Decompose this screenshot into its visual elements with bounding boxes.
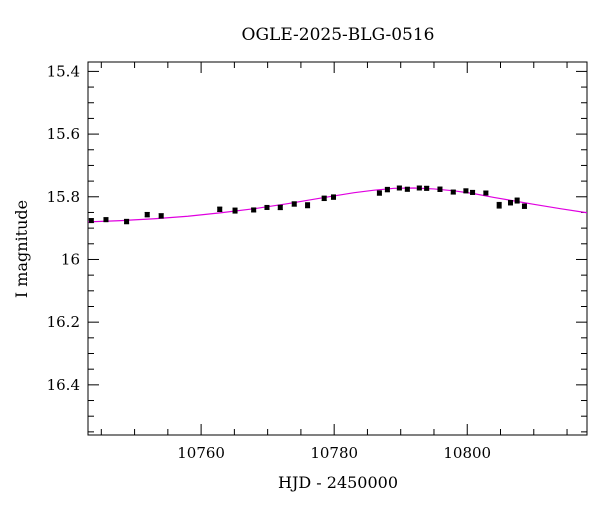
point-marker (305, 202, 311, 208)
point-marker (384, 187, 390, 193)
point-marker (404, 186, 410, 192)
data-point (88, 218, 94, 224)
point-marker (450, 189, 456, 195)
data-point (277, 204, 283, 211)
data-point (521, 203, 527, 209)
data-point (404, 186, 410, 192)
point-marker (514, 198, 520, 204)
y-tick-label: 16 (61, 250, 80, 268)
y-axis-label: I magnitude (12, 200, 31, 298)
point-marker (158, 213, 164, 219)
tick-labels: 10760 10780 10800 15.4 15.6 15.8 16 16.2 16.4 (47, 62, 492, 462)
y-tick-label: 16.2 (47, 313, 80, 331)
point-marker (521, 203, 527, 209)
data-point (251, 207, 257, 213)
data-point (396, 185, 402, 191)
chart-title: OGLE-2025-BLG-0516 (242, 25, 435, 45)
data-point (305, 202, 311, 209)
point-marker (251, 207, 257, 213)
data-point (331, 194, 337, 200)
data-point (437, 186, 443, 192)
data-point (424, 185, 430, 191)
point-marker (232, 208, 238, 214)
data-point (217, 206, 223, 213)
point-marker (124, 219, 130, 225)
data-point (103, 217, 109, 223)
point-marker (376, 190, 382, 196)
data-point (291, 201, 297, 207)
point-marker (217, 206, 223, 212)
y-tick-label: 15.4 (47, 62, 80, 80)
data-point (264, 204, 270, 210)
x-tick-label: 10780 (310, 444, 358, 462)
point-marker (416, 185, 422, 191)
data-point (463, 188, 469, 194)
point-marker (496, 202, 502, 208)
point-marker (483, 190, 489, 196)
plot-frame (87, 61, 588, 436)
data-point (321, 195, 327, 202)
data-point (384, 186, 390, 193)
data-point (376, 190, 382, 196)
data-point (232, 207, 238, 214)
point-marker (507, 200, 513, 206)
data-point (158, 213, 164, 219)
data-point (470, 189, 476, 195)
x-tick-label: 10800 (443, 444, 491, 462)
x-axis-label: HJD - 2450000 (278, 473, 398, 492)
point-marker (396, 185, 402, 191)
point-marker (103, 217, 109, 223)
y-tick-label: 15.6 (47, 125, 80, 143)
point-marker (424, 185, 430, 191)
point-marker (144, 212, 150, 218)
point-marker (463, 188, 469, 194)
data-points (88, 185, 527, 225)
y-tick-label: 15.8 (47, 188, 80, 206)
point-marker (470, 189, 476, 195)
point-marker (331, 194, 337, 200)
point-marker (264, 204, 270, 210)
data-point (144, 211, 150, 218)
axis-ticks (88, 62, 587, 435)
data-point (416, 185, 422, 191)
data-point (483, 190, 489, 196)
point-marker (291, 201, 297, 207)
x-tick-label: 10760 (177, 444, 225, 462)
point-marker (321, 195, 327, 201)
data-point (507, 200, 513, 206)
point-marker (88, 218, 94, 224)
point-marker (437, 186, 443, 192)
point-marker (277, 204, 283, 210)
data-point (514, 197, 520, 204)
data-point (450, 189, 456, 195)
y-tick-label: 16.4 (47, 376, 80, 394)
data-point (496, 201, 502, 209)
data-point (124, 218, 130, 225)
